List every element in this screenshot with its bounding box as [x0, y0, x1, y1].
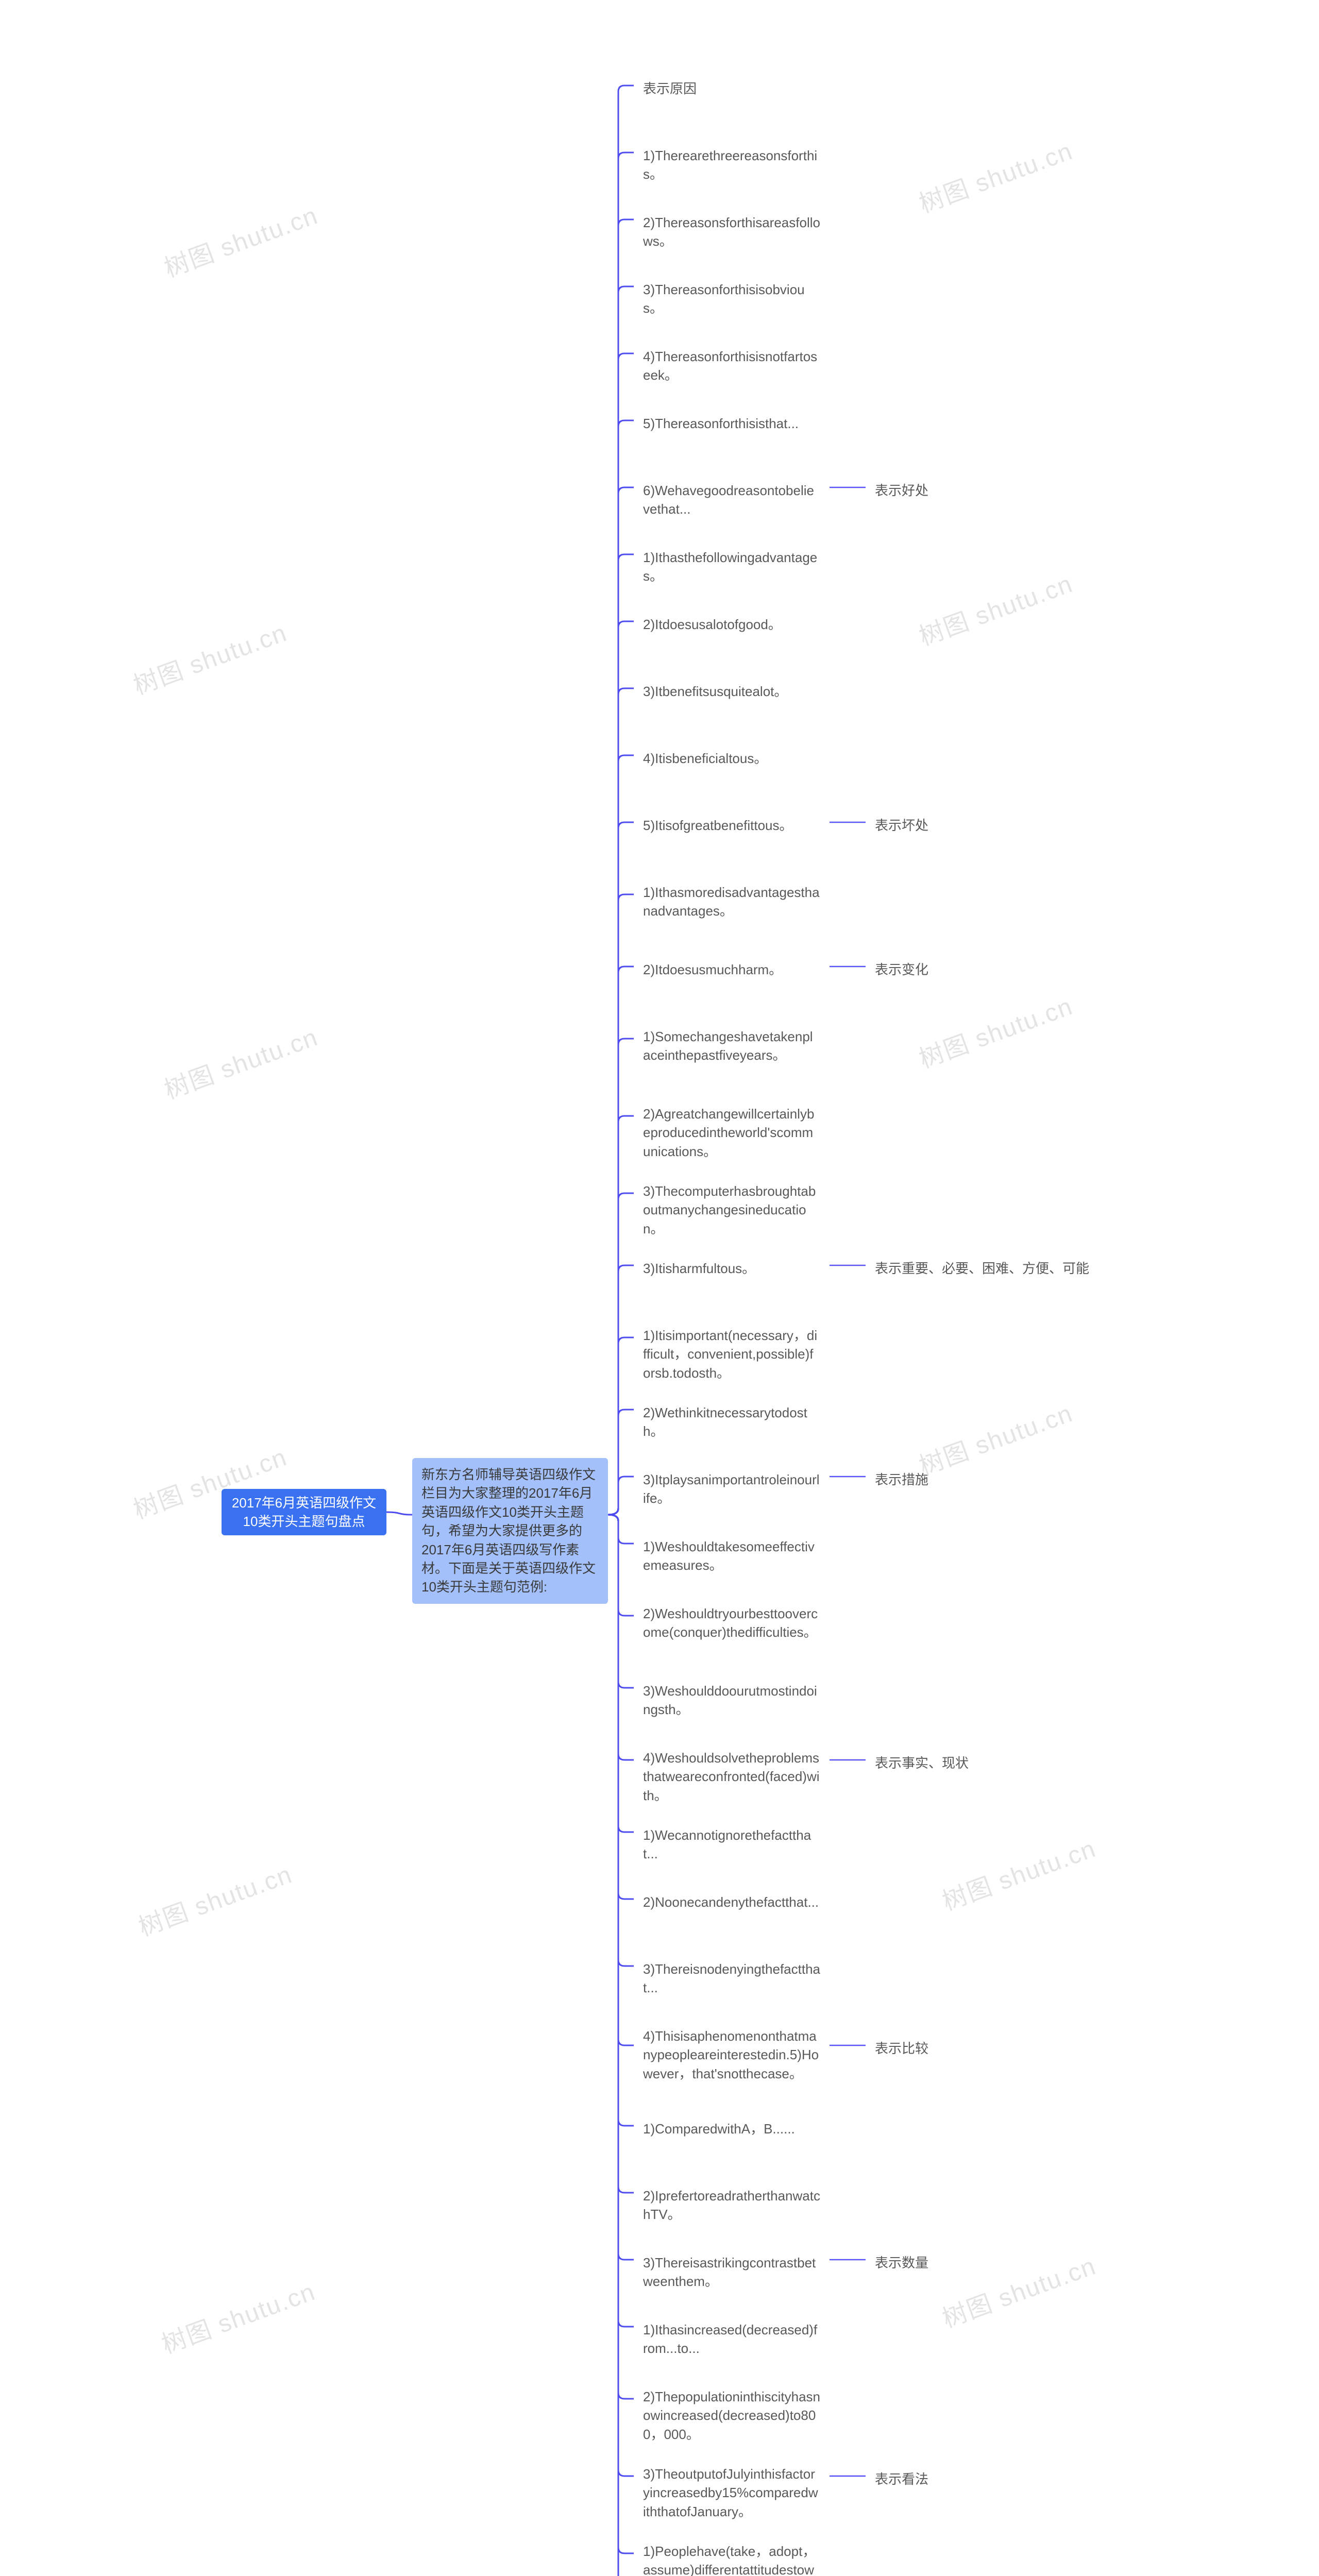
branch-node[interactable]: 表示原因	[634, 72, 830, 105]
root-node[interactable]: 2017年6月英语四级作文10类开头主题句盘点	[222, 1489, 386, 1535]
branch-node[interactable]: 1)Itisimportant(necessary，difficult，conv…	[634, 1319, 830, 1389]
branch-node[interactable]: 1)ComparedwithA，B......	[634, 2112, 830, 2145]
branch-node[interactable]: 3)Itisharmfultous。	[634, 1252, 830, 1285]
branch-node[interactable]: 1)Ithasthefollowingadvantages。	[634, 541, 830, 593]
branch-node[interactable]: 2)Noonecandenythefactthat...	[634, 1886, 830, 1919]
branch-node[interactable]: 3)Thereisnodenyingthefactthat...	[634, 1953, 830, 2005]
branch-node[interactable]: 1)Ithasmoredisadvantagesthanadvantages。	[634, 876, 830, 928]
leaf-node[interactable]: 表示措施	[866, 1463, 938, 1496]
branch-node[interactable]: 3)TheoutputofJulyinthisfactoryincreasedb…	[634, 2458, 830, 2528]
branch-node[interactable]: 1)Peoplehave(take，adopt，assume)different…	[634, 2535, 830, 2576]
leaf-node[interactable]: 表示事实、现状	[866, 1747, 978, 1780]
branch-node[interactable]: 6)Wehavegoodreasontobelievethat...	[634, 474, 830, 526]
branch-node[interactable]: 2)Thereasonsforthisareasfollows。	[634, 206, 830, 258]
leaf-node[interactable]: 表示变化	[866, 953, 938, 986]
branch-node[interactable]: 2)IprefertoreadratherthanwatchTV。	[634, 2179, 830, 2231]
branch-node[interactable]: 1)Therearethreereasonsforthis。	[634, 139, 830, 191]
branch-node[interactable]: 3)Itplaysanimportantroleinourlife。	[634, 1463, 830, 1515]
branch-node[interactable]: 5)Thereasonforthisisthat...	[634, 407, 830, 440]
branch-node[interactable]: 2)Itdoesusmuchharm。	[634, 953, 830, 986]
branch-node[interactable]: 1)Somechangeshavetakenplaceinthepastfive…	[634, 1020, 830, 1072]
branch-node[interactable]: 2)Agreatchangewillcertainlybeproducedint…	[634, 1097, 830, 1168]
branch-node[interactable]: 2)Wethinkitnecessarytodosth。	[634, 1396, 830, 1448]
branch-node[interactable]: 1)Ithasincreased(decreased)from...to...	[634, 2313, 830, 2365]
leaf-node[interactable]: 表示比较	[866, 2032, 938, 2065]
branch-node[interactable]: 2)Weshouldtryourbesttoovercome(conquer)t…	[634, 1597, 830, 1649]
leaf-node[interactable]: 表示好处	[866, 474, 938, 507]
branch-node[interactable]: 4)Weshouldsolvetheproblemsthatweareconfr…	[634, 1741, 830, 1812]
branch-node[interactable]: 3)Thecomputerhasbroughtaboutmanychangesi…	[634, 1175, 830, 1245]
leaf-node[interactable]: 表示坏处	[866, 809, 938, 842]
branch-node[interactable]: 2)Thepopulationinthiscityhasnowincreased…	[634, 2380, 830, 2451]
branch-node[interactable]: 3)Thereisastrikingcontrastbetweenthem。	[634, 2246, 830, 2298]
branch-node[interactable]: 1)Weshouldtakesomeeffectivemeasures。	[634, 1530, 830, 1582]
branch-node[interactable]: 5)Itisofgreatbenefittous。	[634, 809, 830, 842]
branch-node[interactable]: 4)Itisbeneficialtous。	[634, 742, 830, 775]
branch-node[interactable]: 3)Thereasonforthisisobvious。	[634, 273, 830, 325]
branch-node[interactable]: 4)Thisisaphenomenonthatmanypeopleareinte…	[634, 2020, 830, 2090]
description-node[interactable]: 新东方名师辅导英语四级作文栏目为大家整理的2017年6月英语四级作文10类开头主…	[412, 1458, 608, 1604]
branch-node[interactable]: 3)Weshoulddoourutmostindoingsth。	[634, 1674, 830, 1726]
branch-node[interactable]: 3)Itbenefitsusquitealot。	[634, 675, 830, 708]
leaf-node[interactable]: 表示重要、必要、困难、方便、可能	[866, 1252, 1098, 1285]
branch-node[interactable]: 2)Itdoesusalotofgood。	[634, 608, 830, 641]
branch-node[interactable]: 4)Thereasonforthisisnotfartoseek。	[634, 340, 830, 392]
leaf-node[interactable]: 表示数量	[866, 2246, 938, 2279]
leaf-node[interactable]: 表示看法	[866, 2463, 938, 2496]
branch-node[interactable]: 1)Wecannotignorethefactthat...	[634, 1819, 830, 1871]
mindmap-container: 2017年6月英语四级作文10类开头主题句盘点新东方名师辅导英语四级作文栏目为大…	[0, 0, 1319, 2576]
